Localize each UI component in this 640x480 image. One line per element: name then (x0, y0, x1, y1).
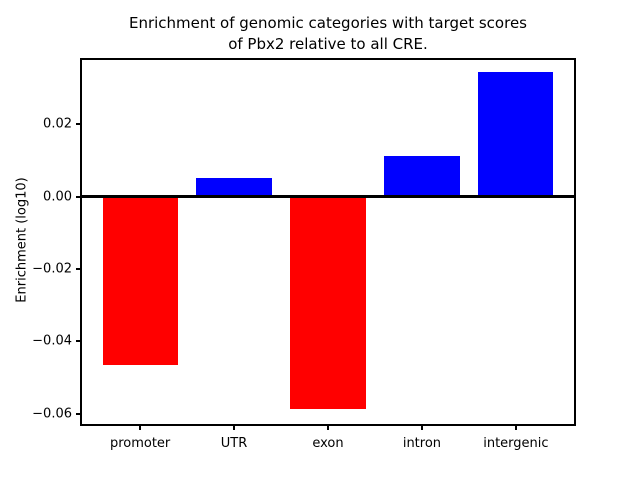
x-tick-mark-exon (327, 426, 329, 430)
y-tick-label: −0.02 (32, 261, 72, 277)
bar-promoter (102, 196, 178, 365)
plot-area (80, 58, 576, 426)
y-axis-label: Enrichment (log10) (14, 177, 30, 303)
y-tick-mark (76, 412, 80, 415)
x-tick-mark-intron (420, 426, 423, 430)
zero-line (80, 195, 576, 199)
bar-exon (290, 196, 366, 409)
y-tick-mark (76, 123, 80, 126)
y-tick-label: 0.00 (43, 189, 72, 205)
x-tick-mark-promoter (139, 426, 142, 430)
x-tick-label-intergenic: intergenic (483, 436, 549, 451)
x-tick-label-promoter: promoter (109, 436, 171, 451)
x-tick-label-intron: intron (402, 436, 442, 451)
y-tick-label: 0.02 (43, 116, 72, 132)
bar-intron (384, 156, 460, 197)
y-tick-mark (76, 340, 80, 343)
bar-UTR (196, 178, 272, 197)
x-tick-mark-UTR (233, 426, 236, 430)
chart-title: Enrichment of genomic categories with ta… (128, 14, 527, 53)
y-tick-label: −0.06 (32, 406, 72, 422)
bar-intergenic (478, 72, 554, 197)
y-tick-label: −0.04 (32, 333, 72, 349)
x-tick-mark-intergenic (514, 426, 517, 430)
x-tick-label-exon: exon (312, 436, 344, 451)
y-tick-mark (76, 267, 80, 270)
x-tick-label-UTR: UTR (220, 436, 248, 451)
y-tick-mark (76, 195, 80, 198)
